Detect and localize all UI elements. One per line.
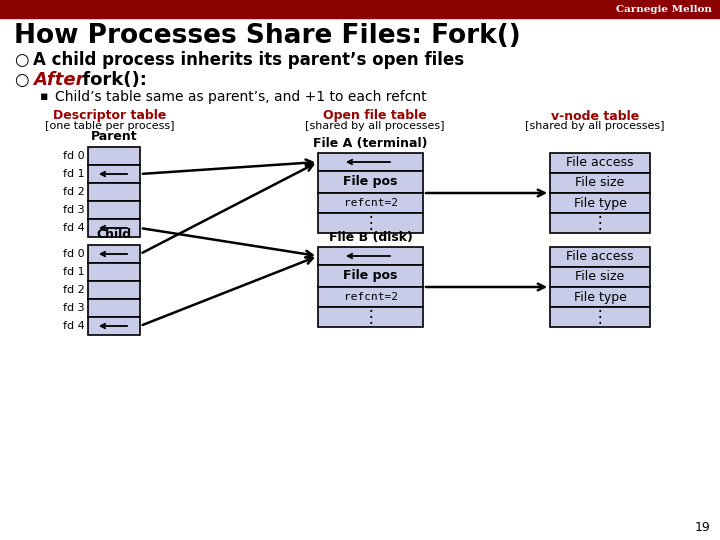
Text: After: After (33, 71, 84, 89)
Text: File pos: File pos (343, 176, 397, 188)
Text: Parent: Parent (91, 130, 138, 143)
Text: File access: File access (566, 157, 634, 170)
Bar (318, 171, 423, 193)
Bar (88, 263, 140, 281)
Text: fd 3: fd 3 (63, 205, 85, 215)
Text: refcnt=2: refcnt=2 (343, 292, 397, 302)
Text: ▪: ▪ (40, 91, 48, 104)
Text: Child: Child (96, 227, 132, 240)
Bar (88, 147, 140, 165)
Bar (318, 153, 423, 171)
Text: fd 0: fd 0 (63, 249, 85, 259)
Bar (88, 219, 140, 237)
Text: Open file table: Open file table (323, 110, 427, 123)
Text: fd 2: fd 2 (63, 187, 85, 197)
Text: [shared by all processes]: [shared by all processes] (526, 121, 665, 131)
Text: File size: File size (575, 271, 625, 284)
Bar (550, 307, 650, 327)
Text: ○: ○ (14, 71, 29, 89)
Bar (318, 287, 423, 307)
Text: File B (disk): File B (disk) (328, 232, 413, 245)
Text: Child’s table same as parent’s, and +1 to each refcnt: Child’s table same as parent’s, and +1 t… (55, 90, 427, 104)
Text: refcnt=2: refcnt=2 (343, 198, 397, 208)
Bar (550, 247, 650, 267)
Bar (318, 265, 423, 287)
Text: ⋮: ⋮ (592, 214, 608, 232)
Text: fd 0: fd 0 (63, 151, 85, 161)
Bar (318, 247, 423, 265)
Text: fork():: fork(): (76, 71, 147, 89)
Text: fd 4: fd 4 (63, 321, 85, 331)
Bar (550, 153, 650, 173)
Bar (88, 245, 140, 263)
Text: fd 3: fd 3 (63, 303, 85, 313)
Bar (550, 287, 650, 307)
Text: ⋮: ⋮ (592, 308, 608, 326)
Bar (318, 307, 423, 327)
Bar (88, 299, 140, 317)
Bar (88, 317, 140, 335)
Text: Descriptor table: Descriptor table (53, 110, 167, 123)
Text: fd 1: fd 1 (63, 267, 85, 277)
Text: ⋮: ⋮ (362, 308, 379, 326)
Text: How Processes Share Files: Fork(): How Processes Share Files: Fork() (14, 23, 521, 49)
Bar (88, 281, 140, 299)
Bar (318, 213, 423, 233)
Text: File A (terminal): File A (terminal) (313, 138, 428, 151)
Bar (550, 173, 650, 193)
Bar (550, 267, 650, 287)
Text: [shared by all processes]: [shared by all processes] (305, 121, 445, 131)
Text: fd 2: fd 2 (63, 285, 85, 295)
Bar (0, 0, 720, 18)
Text: File size: File size (575, 177, 625, 190)
Bar (550, 193, 650, 213)
Bar (550, 213, 650, 233)
Bar (88, 183, 140, 201)
Bar (88, 165, 140, 183)
Bar (88, 201, 140, 219)
Bar (318, 193, 423, 213)
Text: 19: 19 (694, 521, 710, 534)
Text: File access: File access (566, 251, 634, 264)
Text: fd 4: fd 4 (63, 223, 85, 233)
Text: A child process inherits its parent’s open files: A child process inherits its parent’s op… (33, 51, 464, 69)
Text: File type: File type (574, 291, 626, 303)
Text: [one table per process]: [one table per process] (45, 121, 175, 131)
Text: ⋮: ⋮ (362, 214, 379, 232)
Text: File type: File type (574, 197, 626, 210)
Text: File pos: File pos (343, 269, 397, 282)
Text: v-node table: v-node table (551, 110, 639, 123)
Text: ○: ○ (14, 51, 29, 69)
Text: Carnegie Mellon: Carnegie Mellon (616, 4, 712, 14)
Text: fd 1: fd 1 (63, 169, 85, 179)
